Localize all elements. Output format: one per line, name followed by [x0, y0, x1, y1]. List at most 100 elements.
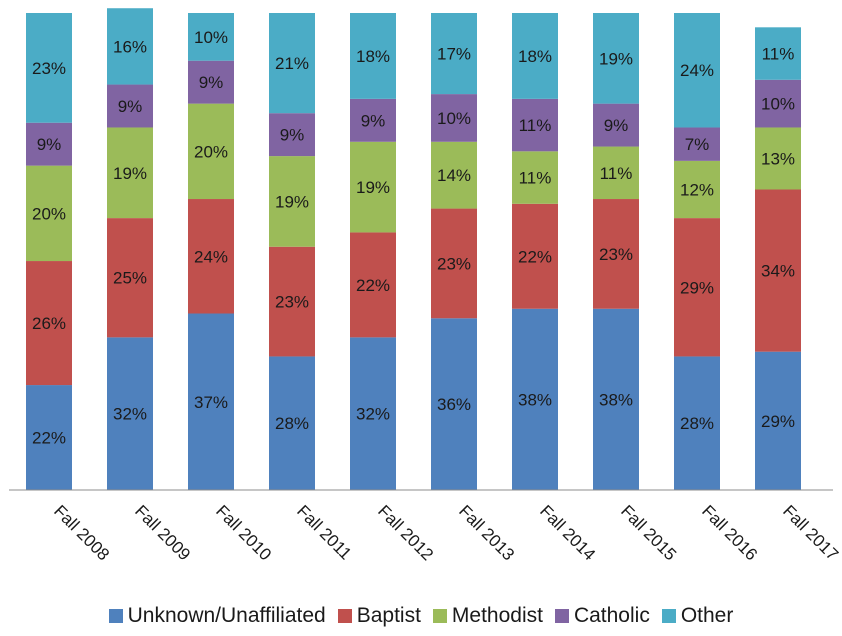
stacked-bar-chart: 22% 26% 20% 9% 23% 32% 25% 19% 9% 16% 37% 24% 20% 9% 1…	[9, 8, 842, 564]
bar-catholic-fall-2013	[431, 94, 477, 142]
bar-unknown-unaffiliated-fall-2012	[350, 337, 396, 490]
data-label-unknown-unaffiliated-fall-2015: 38%	[599, 390, 633, 409]
data-label-catholic-fall-2015: 9%	[604, 116, 629, 135]
data-label-unknown-unaffiliated-fall-2016: 28%	[680, 414, 714, 433]
data-label-methodist-fall-2014: 11%	[519, 169, 552, 188]
bar-methodist-fall-2011	[269, 156, 315, 247]
data-label-catholic-fall-2008: 9%	[37, 135, 62, 154]
data-label-unknown-unaffiliated-fall-2013: 36%	[437, 395, 471, 414]
bar-catholic-fall-2009	[107, 84, 153, 128]
bar-unknown-unaffiliated-fall-2017	[755, 351, 801, 490]
data-label-unknown-unaffiliated-fall-2011: 28%	[275, 414, 309, 433]
bars-layer	[26, 8, 801, 490]
data-label-other-fall-2012: 18%	[356, 47, 390, 66]
bar-other-fall-2015	[593, 13, 639, 104]
data-label-catholic-fall-2012: 9%	[361, 111, 386, 130]
bar-methodist-fall-2016	[674, 160, 720, 219]
x-tick-label: Fall 2014	[536, 501, 599, 564]
bar-other-fall-2009	[107, 8, 153, 85]
bar-baptist-fall-2015	[593, 199, 639, 309]
bar-unknown-unaffiliated-fall-2016	[674, 356, 720, 490]
data-label-unknown-unaffiliated-fall-2008: 22%	[32, 429, 66, 448]
x-tick-label: Fall 2017	[779, 501, 842, 564]
data-label-unknown-unaffiliated-fall-2010: 37%	[194, 393, 228, 412]
x-tick-label: Fall 2010	[212, 501, 275, 564]
bar-methodist-fall-2015	[593, 146, 639, 200]
x-tick-label: Fall 2011	[293, 501, 355, 563]
bar-other-fall-2008	[26, 13, 72, 123]
x-tick-label: Fall 2012	[374, 501, 437, 564]
data-label-catholic-fall-2010: 9%	[199, 73, 224, 92]
data-label-catholic-fall-2014: 11%	[519, 116, 552, 135]
bar-methodist-fall-2012	[350, 141, 396, 233]
bar-methodist-fall-2013	[431, 141, 477, 209]
bar-unknown-unaffiliated-fall-2013	[431, 318, 477, 490]
data-label-baptist-fall-2009: 25%	[113, 269, 147, 288]
bar-catholic-fall-2011	[269, 113, 315, 157]
bar-unknown-unaffiliated-fall-2008	[26, 385, 72, 490]
bar-catholic-fall-2014	[512, 98, 558, 152]
legend-item-catholic: Catholic	[554, 604, 650, 628]
data-label-baptist-fall-2016: 29%	[680, 278, 714, 297]
data-label-methodist-fall-2017: 13%	[761, 149, 795, 168]
bar-unknown-unaffiliated-fall-2014	[512, 308, 558, 490]
bar-baptist-fall-2009	[107, 218, 153, 338]
data-label-methodist-fall-2015: 11%	[600, 164, 633, 183]
bar-other-fall-2012	[350, 13, 396, 99]
data-label-catholic-fall-2013: 10%	[437, 109, 471, 128]
data-label-other-fall-2015: 19%	[599, 49, 633, 68]
data-label-other-fall-2016: 24%	[680, 61, 714, 80]
bar-catholic-fall-2017	[755, 79, 801, 128]
data-label-other-fall-2010: 10%	[194, 28, 228, 47]
bar-unknown-unaffiliated-fall-2015	[593, 308, 639, 490]
bar-baptist-fall-2010	[188, 199, 234, 314]
bar-methodist-fall-2010	[188, 103, 234, 200]
data-label-methodist-fall-2011: 19%	[275, 192, 309, 211]
data-label-unknown-unaffiliated-fall-2014: 38%	[518, 390, 552, 409]
bar-catholic-fall-2016	[674, 127, 720, 161]
segment-labels-layer: 22% 26% 20% 9% 23% 32% 25% 19% 9% 16% 37% 24% 20% 9% 1…	[32, 28, 795, 448]
data-label-other-fall-2009: 16%	[113, 37, 147, 56]
bar-unknown-unaffiliated-fall-2011	[269, 356, 315, 490]
legend-label-baptist: Baptist	[356, 604, 421, 627]
bar-unknown-unaffiliated-fall-2009	[107, 337, 153, 490]
legend-swatch-other	[661, 609, 676, 623]
bar-catholic-fall-2008	[26, 122, 72, 166]
legend-item-unknown-unaffiliated: Unknown/Unaffiliated	[108, 604, 326, 628]
legend-swatch-catholic	[554, 609, 569, 623]
data-label-other-fall-2017: 11%	[762, 45, 795, 64]
data-label-methodist-fall-2009: 19%	[113, 164, 147, 183]
data-label-unknown-unaffiliated-fall-2017: 29%	[761, 412, 795, 431]
legend-label-unknown-unaffiliated: Unknown/Unaffiliated	[127, 604, 326, 627]
data-label-baptist-fall-2010: 24%	[194, 247, 228, 266]
data-label-baptist-fall-2011: 23%	[275, 293, 309, 312]
x-tick-label: Fall 2008	[50, 501, 113, 564]
x-tick-label: Fall 2009	[131, 501, 194, 564]
bar-unknown-unaffiliated-fall-2010	[188, 313, 234, 490]
data-label-baptist-fall-2008: 26%	[32, 314, 66, 333]
x-tick-label: Fall 2016	[698, 501, 761, 564]
legend-label-methodist: Methodist	[451, 604, 543, 627]
bar-catholic-fall-2010	[188, 60, 234, 104]
bar-baptist-fall-2016	[674, 218, 720, 357]
bar-methodist-fall-2014	[512, 151, 558, 204]
legend-item-baptist: Baptist	[337, 604, 421, 628]
bar-baptist-fall-2008	[26, 261, 72, 386]
data-label-baptist-fall-2014: 22%	[518, 247, 552, 266]
bar-other-fall-2017	[755, 27, 801, 80]
data-label-methodist-fall-2008: 20%	[32, 204, 66, 223]
data-label-catholic-fall-2017: 10%	[761, 95, 795, 114]
bar-other-fall-2014	[512, 13, 558, 99]
data-label-other-fall-2013: 17%	[437, 45, 471, 64]
bar-catholic-fall-2015	[593, 103, 639, 147]
x-tick-label: Fall 2015	[617, 501, 680, 564]
data-label-methodist-fall-2016: 12%	[680, 180, 714, 199]
bar-methodist-fall-2008	[26, 165, 72, 262]
data-label-methodist-fall-2012: 19%	[356, 178, 390, 197]
legend-label-catholic: Catholic	[573, 604, 650, 627]
bar-catholic-fall-2012	[350, 98, 396, 142]
legend: Unknown/Unaffiliated Baptist Methodist Cath…	[0, 604, 842, 628]
legend-swatch-methodist	[432, 609, 447, 623]
data-label-unknown-unaffiliated-fall-2009: 32%	[113, 405, 147, 424]
bar-other-fall-2010	[188, 13, 234, 61]
